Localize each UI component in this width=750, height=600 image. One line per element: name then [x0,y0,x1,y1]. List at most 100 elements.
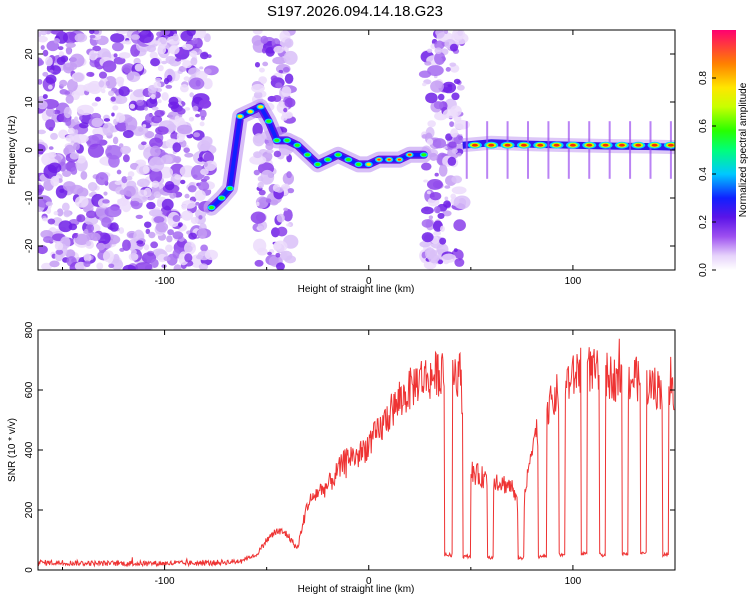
noise-blob [110,33,125,43]
noise-blob [89,34,96,39]
noise-blob [86,71,95,77]
ridge-peak-max [387,158,391,161]
y-tick-label: 800 [24,321,35,338]
x-tick-label: 0 [366,576,372,587]
noise-blob [193,132,200,138]
noise-blob [117,198,123,205]
noise-blob [160,154,173,165]
ridge-peak-core [227,186,233,190]
noise-blob [434,172,439,177]
noise-blob [442,210,452,217]
noise-blob [151,106,159,111]
noise-blob [177,222,183,227]
noise-blob [203,175,210,181]
noise-blob [74,33,88,43]
noise-blob [449,43,459,52]
noise-blob [287,188,295,194]
noise-blob [45,207,52,214]
noise-blob [150,57,161,67]
ridge-peak-core [266,119,272,123]
noise-blob [182,43,194,50]
noise-blob [72,134,89,144]
stable-peak-max [602,143,609,147]
noise-blob [112,105,119,111]
noise-blob [136,163,150,175]
noise-blob [428,215,434,220]
stable-peak-max [569,143,576,147]
ridge-peak-core [356,162,362,166]
ridge-core [209,104,426,210]
noise-blob [272,94,282,102]
noise-blob [276,186,284,193]
noise-blob [261,47,267,54]
noise-blob [172,142,182,153]
noise-blob [167,229,175,236]
noise-blob [198,181,210,191]
noise-blob [126,175,133,181]
spectrogram-y-label: Frequency (Hz) [7,116,18,185]
noise-blob [157,36,168,48]
noise-blob [432,138,447,149]
noise-blob [437,93,445,101]
noise-blob [200,99,212,108]
noise-blob [127,171,135,178]
snr-x-ticks: -100 0 100 [62,330,676,587]
stable-peak-max [586,143,593,147]
y-tick-label: 200 [24,501,35,518]
noise-blob [282,66,290,73]
x-tick-label: -100 [155,576,175,587]
noise-blob [161,92,169,101]
spectrogram-noise [38,30,471,270]
noise-blob [189,92,194,98]
noise-blob [121,176,128,184]
noise-blob [122,264,137,270]
colorbar-tick-label: 0.0 [698,263,709,277]
y-tick-label: 600 [24,381,35,398]
noise-blob [38,100,48,110]
ridge-peak-core [247,110,253,114]
noise-blob [42,236,54,244]
noise-blob [284,38,294,48]
noise-blob [108,263,115,269]
noise-blob [286,223,291,227]
noise-blob [257,181,264,189]
noise-blob [280,115,288,121]
y-tick-label: 0 [24,567,35,573]
noise-blob [202,78,213,90]
noise-blob [128,252,139,261]
ridge-peak-core [345,158,351,162]
noise-blob [133,89,146,98]
noise-blob [174,115,181,122]
noise-blob [453,78,461,84]
noise-blob [102,122,114,136]
noise-blob [123,185,136,197]
noise-blob [426,48,433,53]
noise-blob [272,56,287,65]
noise-blob [154,40,160,45]
noise-blob [38,245,48,255]
noise-blob [265,46,275,57]
noise-blob [112,136,119,145]
noise-blob [441,253,457,263]
noise-blob [203,162,208,167]
noise-blob [91,133,104,142]
noise-blob [441,81,457,94]
noise-blob [444,185,451,189]
noise-blob [43,164,58,179]
noise-blob [38,35,48,43]
noise-blob [105,145,123,160]
noise-blob [149,168,163,184]
stable-peak-max [553,143,560,147]
noise-blob [449,121,455,127]
noise-blob [141,141,147,146]
noise-blob [65,94,74,104]
noise-blob [91,232,101,242]
stable-peak-max [635,143,642,147]
noise-blob [199,66,204,70]
noise-blob [184,152,194,158]
ridge-peak-max [377,158,381,161]
x-tick-label: 100 [565,276,582,287]
noise-blob [283,207,289,212]
noise-blob [157,45,167,55]
